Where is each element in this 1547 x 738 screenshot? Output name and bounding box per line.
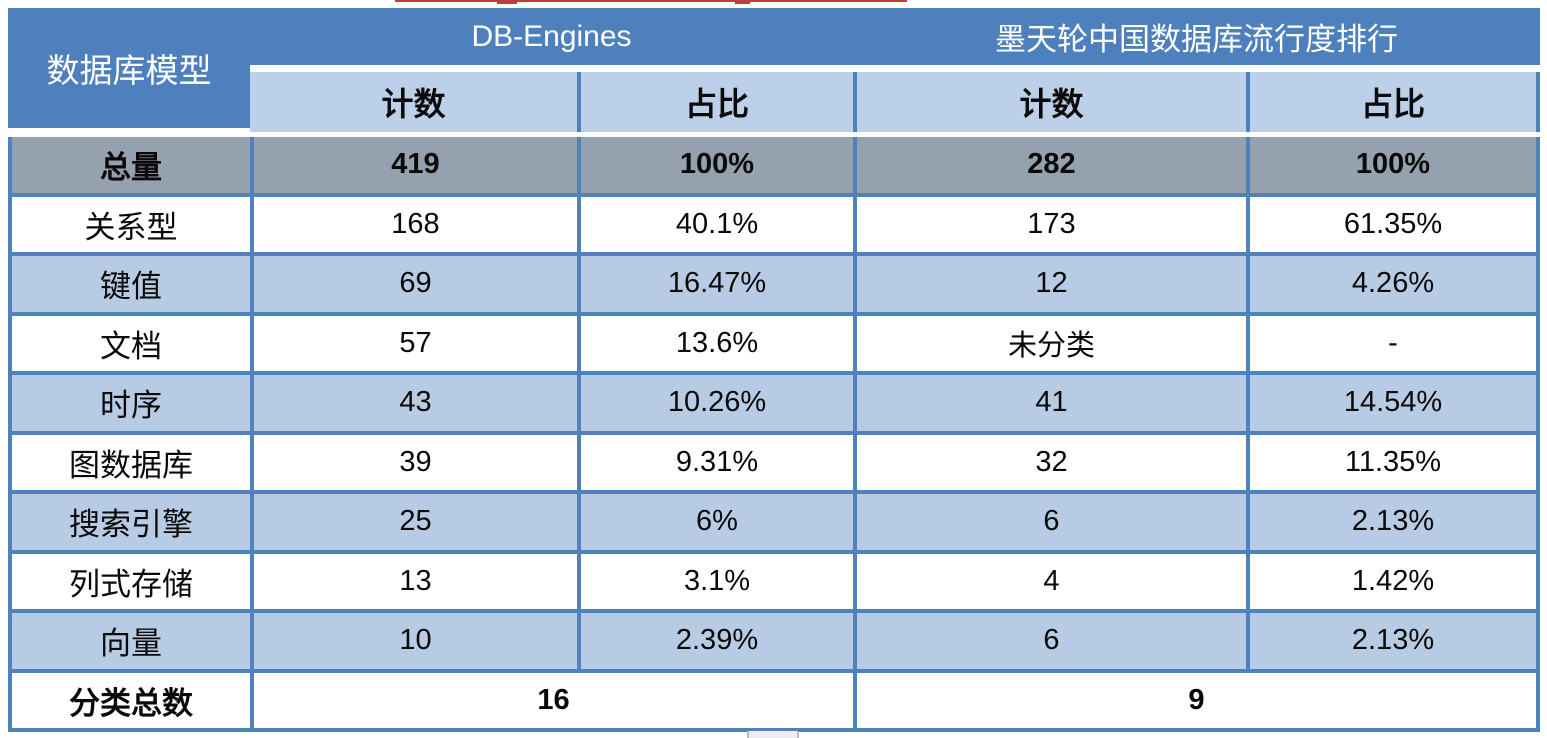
row-label: 时序 xyxy=(100,388,162,424)
cell-value: 14.54% xyxy=(1246,375,1536,431)
table-row-vector: 向量 10 2.39% 6 2.13% xyxy=(12,609,1536,669)
table-row-relational: 关系型 168 40.1% 173 61.35% xyxy=(12,192,1536,252)
table-row-key-value: 键值 69 16.47% 12 4.26% xyxy=(12,252,1536,312)
table-row-column-store: 列式存储 13 3.1% 4 1.42% xyxy=(12,549,1536,609)
cell-value: 419 xyxy=(250,137,577,193)
row-label: 总量 xyxy=(100,150,162,186)
cell-value: 4 xyxy=(853,553,1246,609)
cropped-red-underline-artifact xyxy=(395,0,907,2)
row-label: 文档 xyxy=(100,328,162,364)
table-row-time-series: 时序 43 10.26% 41 14.54% xyxy=(12,371,1536,431)
cell-value: 6% xyxy=(577,494,853,550)
cell-value: 25 xyxy=(250,494,577,550)
comparison-table: 数据库模型 DB-Engines 墨天轮中国数据库流行度排行 计数 占比 计数 … xyxy=(8,8,1540,732)
row-label: 搜索引擎 xyxy=(69,507,193,543)
cell-value: 1.42% xyxy=(1246,553,1536,609)
row-label: 分类总数 xyxy=(69,685,193,721)
cell-value: 11.35% xyxy=(1246,434,1536,490)
cell-value: 100% xyxy=(577,137,853,193)
corner-header-database-model: 数据库模型 xyxy=(8,8,250,128)
row-label: 列式存储 xyxy=(69,566,193,602)
cell-value: 69 xyxy=(250,256,577,312)
group-header-db-engines: DB-Engines xyxy=(471,19,632,53)
table-body: 总量 419 100% 282 100% 关系型 168 40.1% 173 6… xyxy=(8,137,1540,732)
cell-value: 9.31% xyxy=(577,434,853,490)
cell-value: 16.47% xyxy=(577,256,853,312)
column-group-header-band: DB-Engines 墨天轮中国数据库流行度排行 xyxy=(250,8,1540,65)
cell-value: 2.13% xyxy=(1246,494,1536,550)
cell-value: 2.39% xyxy=(577,613,853,669)
cell-value-mtl-category-total: 9 xyxy=(853,672,1536,728)
table-row-document: 文档 57 13.6% 未分类 - xyxy=(12,311,1536,371)
cell-value: 282 xyxy=(853,137,1246,193)
cropped-red-text-artifact xyxy=(497,0,517,4)
table-row-search-engine: 搜索引擎 25 6% 6 2.13% xyxy=(12,490,1536,550)
cell-value: 57 xyxy=(250,315,577,371)
subheader-row: 计数 占比 计数 占比 xyxy=(250,72,1540,132)
cell-value: 12 xyxy=(853,256,1246,312)
cell-value: 13.6% xyxy=(577,315,853,371)
cell-value: 13 xyxy=(250,553,577,609)
cell-value: - xyxy=(1246,315,1536,371)
cell-value: 未分类 xyxy=(853,315,1246,371)
table-row-category-totals: 分类总数 16 9 xyxy=(12,668,1536,728)
subheader-db-pct: 占比 xyxy=(577,72,853,132)
cell-value-db-category-total: 16 xyxy=(250,672,853,728)
cell-value: 43 xyxy=(250,375,577,431)
cell-value: 40.1% xyxy=(577,196,853,252)
row-label: 向量 xyxy=(100,626,162,662)
cell-value: 10.26% xyxy=(577,375,853,431)
cell-value: 10 xyxy=(250,613,577,669)
group-header-motianlun: 墨天轮中国数据库流行度排行 xyxy=(995,22,1398,57)
cell-value: 2.13% xyxy=(1246,613,1536,669)
row-label: 键值 xyxy=(100,269,162,305)
cell-value: 41 xyxy=(853,375,1246,431)
subheader-db-count: 计数 xyxy=(250,72,577,132)
table-row-graph: 图数据库 39 9.31% 32 11.35% xyxy=(12,430,1536,490)
cell-value: 4.26% xyxy=(1246,256,1536,312)
cell-value: 6 xyxy=(853,613,1246,669)
cell-value: 173 xyxy=(853,196,1246,252)
subheader-mtl-count: 计数 xyxy=(853,72,1246,132)
cell-value: 6 xyxy=(853,494,1246,550)
cell-value: 32 xyxy=(853,434,1246,490)
cropped-red-text-artifact xyxy=(735,0,750,4)
row-label: 图数据库 xyxy=(69,447,193,483)
row-label: 关系型 xyxy=(84,209,178,245)
cell-value: 3.1% xyxy=(577,553,853,609)
cell-value: 168 xyxy=(250,196,577,252)
cell-value: 39 xyxy=(250,434,577,490)
table-row-total: 总量 419 100% 282 100% xyxy=(12,137,1536,193)
cell-value: 100% xyxy=(1246,137,1536,193)
subheader-mtl-pct: 占比 xyxy=(1246,72,1540,132)
cell-value: 61.35% xyxy=(1246,196,1536,252)
horizontal-scrollbar-thumb[interactable] xyxy=(747,731,799,738)
